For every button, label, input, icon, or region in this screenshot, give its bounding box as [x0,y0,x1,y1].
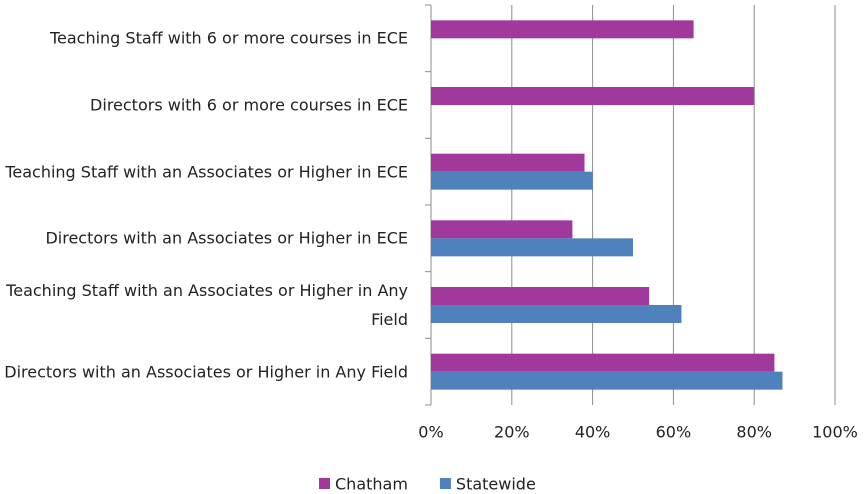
y-tick-label: Directors with an Associates or Higher i… [4,362,408,382]
y-tick-label: Directors with an Associates or Higher i… [45,228,408,248]
legend-label: Chatham [335,475,408,494]
legend-swatch [439,478,451,489]
legend-swatch [319,478,330,489]
x-tick-label: 100% [812,423,858,442]
x-tick-label: 40% [575,423,611,442]
bar [431,171,593,190]
bar [431,153,585,172]
y-tick-label: Directors with 6 or more courses in ECE [90,95,408,115]
x-tick-label: 80% [736,423,772,442]
bar [431,371,783,390]
bar [431,20,694,39]
legend-label: Statewide [456,475,536,494]
x-tick-label: 0% [418,423,443,442]
bar [431,305,682,323]
y-tick-label: Teaching Staff with an Associates or Hig… [5,162,408,182]
x-tick-label: 20% [494,423,530,442]
bar [431,238,633,257]
bar [431,353,775,372]
bar [431,220,573,239]
x-tick-label: 60% [656,423,692,442]
y-tick-label: Teaching Staff with an Associates or Hig… [6,281,408,329]
bar [431,87,755,105]
y-tick-label: Teaching Staff with 6 or more courses in… [49,28,408,48]
bar [431,287,650,305]
